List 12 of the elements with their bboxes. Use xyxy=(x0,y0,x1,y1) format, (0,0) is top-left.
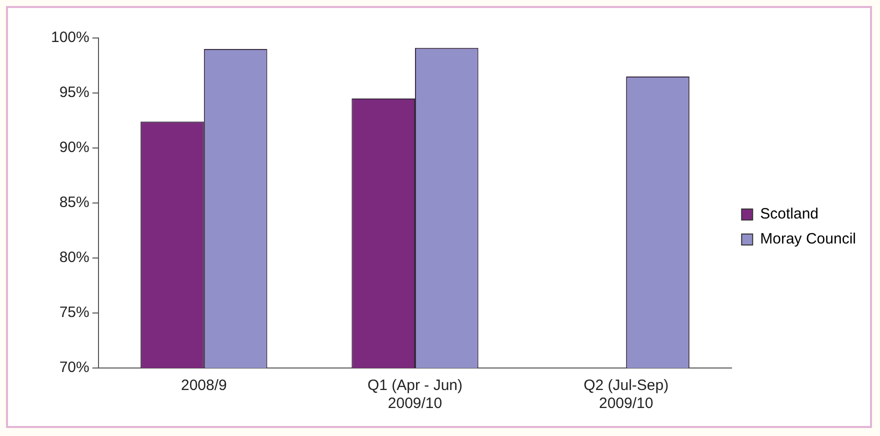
y-tick-label: 85% xyxy=(59,194,90,212)
y-tick-label: 95% xyxy=(59,84,90,102)
y-tick-label: 75% xyxy=(59,304,90,322)
y-tick-label: 70% xyxy=(59,359,90,376)
y-tick-label: 100% xyxy=(50,29,90,46)
x-tick-label: 2008/9 xyxy=(180,377,227,394)
legend-label: Scotland xyxy=(760,206,819,223)
x-tick-label: Q2 (Jul-Sep) 2009/10 xyxy=(584,377,669,412)
y-tick-label: 80% xyxy=(59,249,90,266)
x-tick-label: Q1 (Apr - Jun) 2009/10 xyxy=(367,377,463,412)
legend-label: Moray Council xyxy=(760,230,856,248)
y-tick-label: 90% xyxy=(59,139,90,156)
